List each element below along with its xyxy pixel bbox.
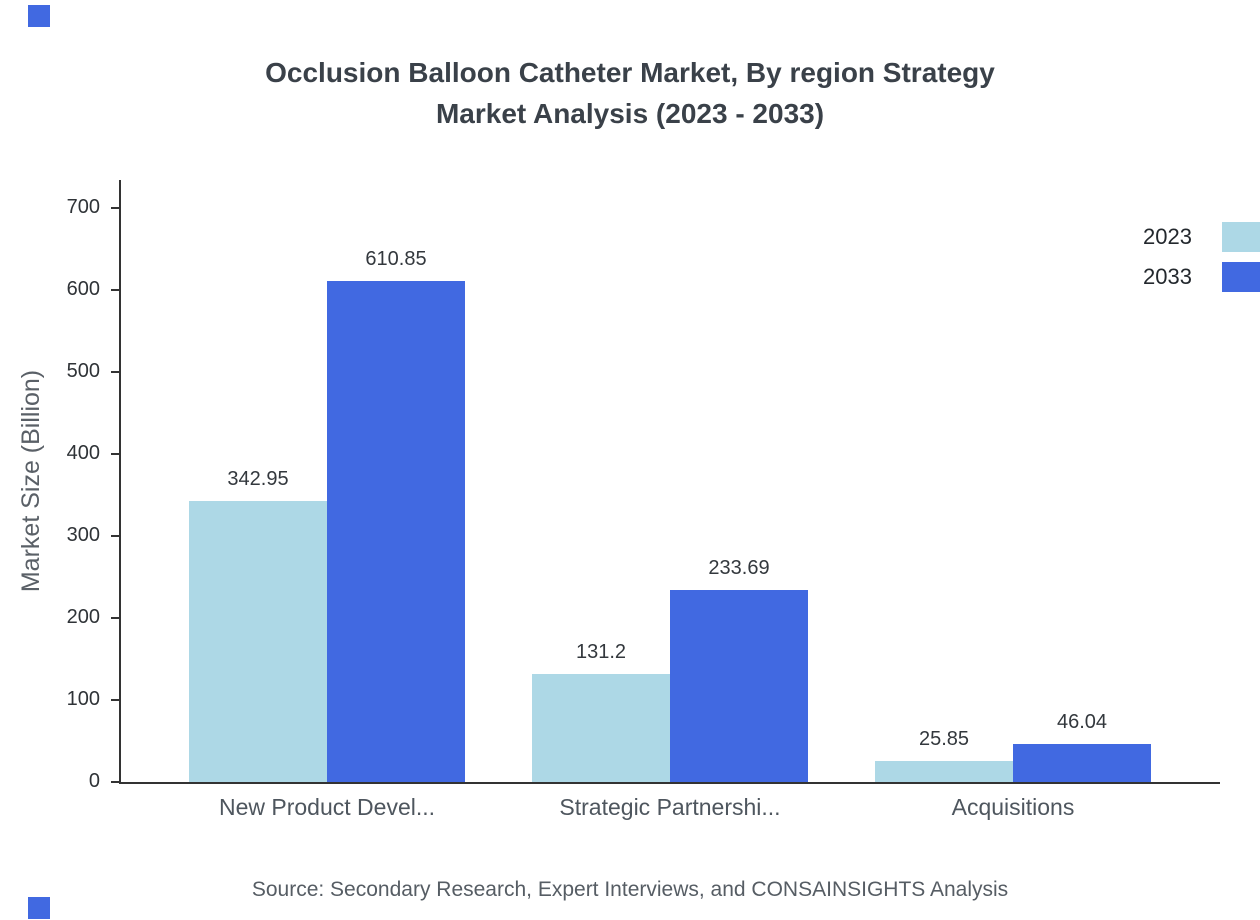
bar-value-label: 233.69 <box>708 557 770 580</box>
y-tick-label: 100 <box>66 688 100 710</box>
y-tick-label: 0 <box>88 770 100 792</box>
source-note: Source: Secondary Research, Expert Inter… <box>251 878 1009 901</box>
y-tick-mark <box>111 371 120 373</box>
y-tick-mark <box>111 289 120 291</box>
y-tick-label: 200 <box>66 606 100 628</box>
chart-title: Occlusion Balloon Catheter Market, By re… <box>0 52 1260 134</box>
y-tick-label: 300 <box>66 524 100 546</box>
y-tick-mark <box>111 617 120 619</box>
x-axis-line <box>119 782 1220 784</box>
legend-swatch-2033 <box>1222 262 1260 292</box>
y-tick-mark <box>111 781 120 783</box>
bar-2023 <box>189 500 327 782</box>
brand-square-bottom-icon <box>28 897 50 919</box>
bar-2023 <box>875 760 1013 782</box>
y-tick-label: 400 <box>66 442 100 464</box>
bar-value-label: 46.04 <box>1056 711 1108 734</box>
chart-title-line2: Market Analysis (2023 - 2033) <box>435 98 825 129</box>
legend-label-2023: 2023 <box>1143 224 1192 249</box>
bar-2033 <box>670 590 808 782</box>
bar-value-label: 610.85 <box>365 248 427 271</box>
bar-value-label: 131.2 <box>575 641 627 664</box>
x-category-label: Strategic Partnershi... <box>559 794 781 820</box>
bar-value-label: 342.95 <box>227 467 289 490</box>
y-tick-mark <box>111 207 120 209</box>
bar-2033 <box>1013 744 1151 782</box>
x-category-label: Acquisitions <box>951 794 1075 820</box>
bar-2023 <box>532 674 670 782</box>
legend-swatch-2023 <box>1222 222 1260 252</box>
legend-label-2033: 2033 <box>1143 264 1192 289</box>
y-tick-label: 700 <box>66 196 100 218</box>
bar-value-label: 25.85 <box>918 727 970 750</box>
y-tick-label: 500 <box>66 360 100 382</box>
chart-title-line1: Occlusion Balloon Catheter Market, By re… <box>265 57 995 88</box>
y-axis-line <box>119 180 121 784</box>
y-tick-mark <box>111 535 120 537</box>
brand-square-top-icon <box>28 5 50 27</box>
x-category-label: New Product Devel... <box>218 794 436 820</box>
y-tick-label: 600 <box>66 278 100 300</box>
y-tick-mark <box>111 453 120 455</box>
bar-2033 <box>327 281 465 782</box>
y-tick-mark <box>111 699 120 701</box>
